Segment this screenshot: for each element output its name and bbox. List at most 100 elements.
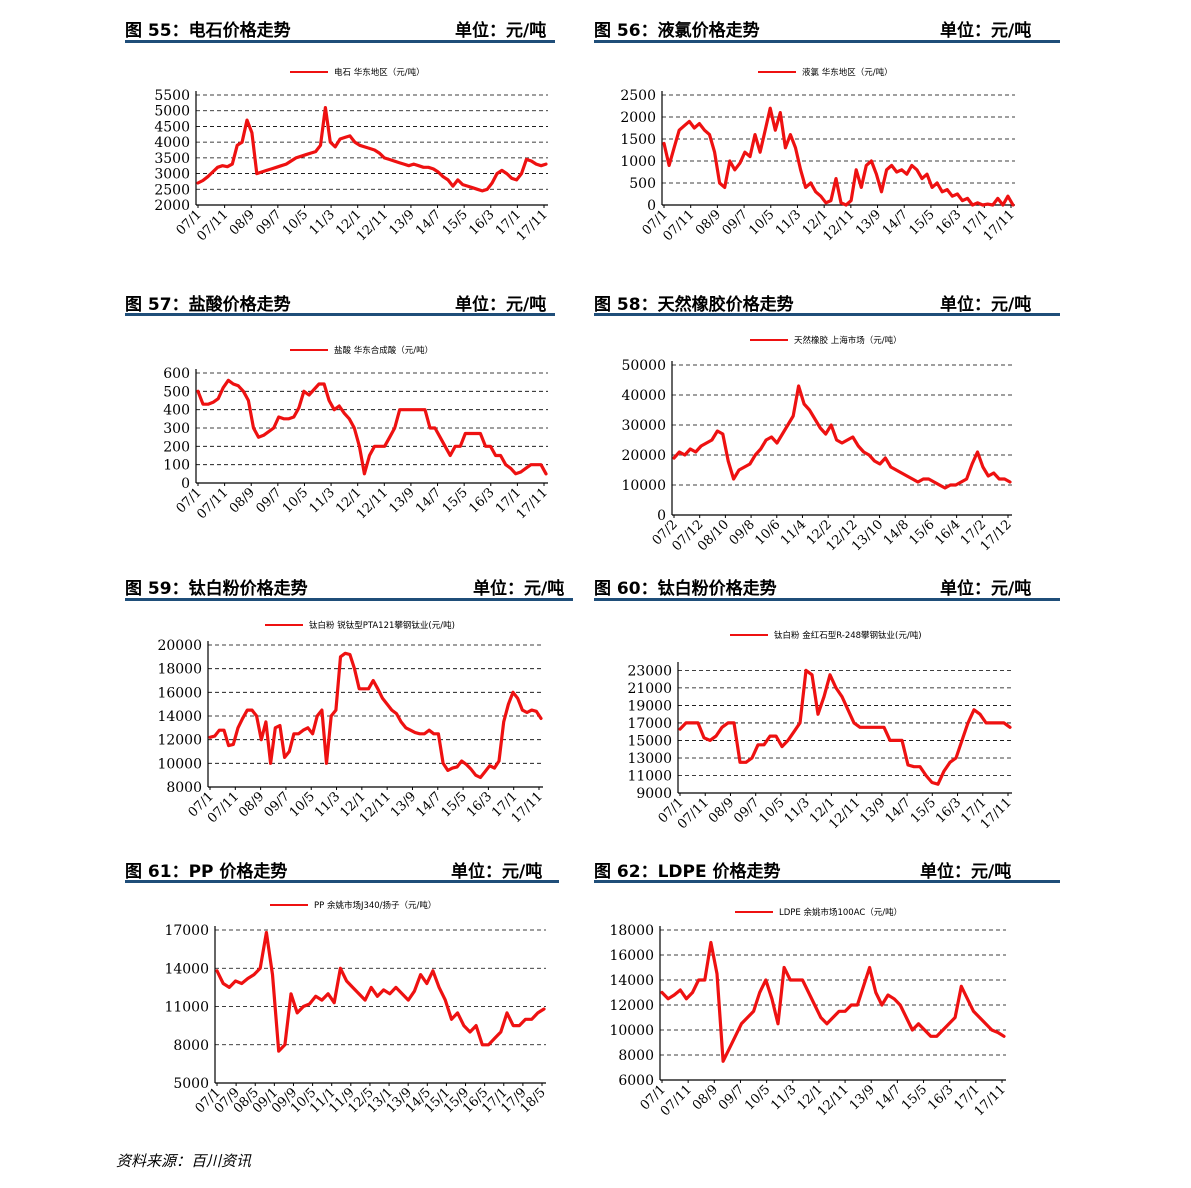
y-tick-label: 30000 bbox=[621, 418, 666, 434]
y-tick-label: 50000 bbox=[621, 358, 666, 374]
x-tick-label: 17/11 bbox=[514, 207, 551, 244]
y-tick-label: 17000 bbox=[627, 716, 672, 732]
y-tick-label: 500 bbox=[163, 384, 190, 400]
series-line bbox=[662, 106, 1015, 207]
figure-title: 图 58：天然橡胶价格走势 bbox=[594, 295, 794, 315]
x-tick-label: 09/7 bbox=[720, 207, 751, 238]
x-tick-label: 15/5 bbox=[908, 795, 939, 826]
x-tick-label: 16/3 bbox=[464, 789, 495, 820]
x-tick-label: 08/9 bbox=[227, 207, 258, 238]
y-tick-label: 17000 bbox=[164, 923, 209, 939]
legend-label: 天然橡胶 上海市场（元/吨） bbox=[794, 335, 902, 346]
y-tick-label: 15000 bbox=[627, 733, 672, 749]
figure-title: 图 62：LDPE 价格走势 bbox=[594, 862, 781, 882]
y-tick-label: 13000 bbox=[627, 751, 672, 767]
x-tick-label: 09/7 bbox=[253, 207, 284, 238]
x-tick-label: 12/11 bbox=[354, 485, 391, 522]
unit-label: 单位：元/吨 bbox=[940, 579, 1032, 599]
y-tick-label: 200 bbox=[163, 439, 190, 455]
x-tick-label: 09/7 bbox=[716, 1082, 747, 1113]
unit-label: 单位：元/吨 bbox=[451, 862, 543, 882]
series-line bbox=[678, 668, 1012, 786]
y-tick-label: 0 bbox=[657, 508, 666, 524]
y-tick-label: 500 bbox=[629, 176, 656, 192]
x-tick-label: 13/9 bbox=[853, 207, 884, 238]
y-tick-label: 9000 bbox=[636, 786, 672, 802]
x-tick-label: 10/5 bbox=[746, 207, 777, 238]
legend-label: 钛白粉 锐钛型PTA121攀钢钛业(元/吨) bbox=[309, 620, 455, 631]
x-tick-label: 16/4 bbox=[932, 517, 963, 548]
header-rule bbox=[125, 880, 559, 883]
figure-title: 图 55：电石价格走势 bbox=[125, 21, 291, 41]
x-tick-label: 11/3 bbox=[312, 789, 343, 820]
x-tick-label: 10/5 bbox=[287, 789, 318, 820]
y-tick-label: 5000 bbox=[173, 1076, 209, 1092]
x-tick-label: 16/3 bbox=[933, 795, 964, 826]
x-tick-label: 17/11 bbox=[514, 485, 551, 522]
x-tick-label: 15/5 bbox=[899, 1082, 930, 1113]
y-tick-label: 6000 bbox=[618, 1073, 654, 1089]
legend-label: PP 余姚市场J340/扬子（元/吨） bbox=[314, 900, 436, 911]
x-tick-label: 14/7 bbox=[883, 795, 914, 826]
x-tick-label: 07/11 bbox=[194, 207, 231, 244]
x-tick-label: 08/9 bbox=[706, 795, 737, 826]
series-line bbox=[208, 651, 543, 780]
x-tick-label: 14/7 bbox=[880, 207, 911, 238]
x-tick-label: 13/9 bbox=[857, 795, 888, 826]
y-tick-label: 5500 bbox=[154, 88, 190, 104]
legend-label: 电石 华东地区（元/吨） bbox=[334, 67, 425, 78]
x-tick-label: 11/3 bbox=[307, 485, 338, 516]
y-tick-label: 20000 bbox=[621, 448, 666, 464]
x-tick-label: 10/5 bbox=[742, 1082, 773, 1113]
figure-title: 图 60：钛白粉价格走势 bbox=[594, 579, 777, 599]
x-tick-label: 16/3 bbox=[466, 207, 497, 238]
unit-label: 单位：元/吨 bbox=[455, 295, 547, 315]
x-tick-label: 17/11 bbox=[981, 207, 1018, 244]
y-tick-label: 4500 bbox=[154, 119, 190, 135]
y-tick-label: 2500 bbox=[620, 88, 656, 104]
y-tick-label: 10000 bbox=[609, 1023, 654, 1039]
x-tick-label: 16/3 bbox=[466, 485, 497, 516]
x-tick-label: 09/8 bbox=[727, 517, 758, 548]
y-tick-label: 600 bbox=[163, 366, 190, 382]
y-tick-label: 4000 bbox=[154, 135, 190, 151]
y-tick-label: 400 bbox=[163, 403, 190, 419]
header-rule bbox=[594, 880, 1060, 883]
x-tick-label: 10/6 bbox=[752, 517, 783, 548]
header-rule bbox=[594, 40, 1060, 43]
x-tick-label: 13/9 bbox=[386, 207, 417, 238]
y-tick-label: 12000 bbox=[157, 733, 202, 749]
y-tick-label: 10000 bbox=[621, 478, 666, 494]
x-tick-label: 11/3 bbox=[768, 1082, 799, 1113]
x-tick-label: 12/11 bbox=[354, 207, 391, 244]
x-tick-label: 14/8 bbox=[881, 517, 912, 548]
y-tick-label: 5000 bbox=[154, 104, 190, 120]
chart-panel-4: 天然橡胶 上海市场（元/吨） 50000 40000 30000 20000 10000 0… bbox=[621, 335, 1014, 554]
x-tick-label: 11/4 bbox=[778, 517, 809, 548]
y-tick-label: 2500 bbox=[154, 182, 190, 198]
header-rule bbox=[594, 598, 1060, 601]
series-line bbox=[672, 384, 1012, 490]
x-tick-label: 11/3 bbox=[307, 207, 338, 238]
x-tick-label: 08/9 bbox=[690, 1082, 721, 1113]
series-line bbox=[196, 378, 548, 476]
chart-panel-1: 电石 华东地区（元/吨） 5500500045004000350030002500… bbox=[154, 67, 550, 244]
x-tick-label: 15/5 bbox=[440, 485, 471, 516]
y-tick-label: 14000 bbox=[157, 709, 202, 725]
y-tick-label: 40000 bbox=[621, 388, 666, 404]
figure-title: 图 56：液氯价格走势 bbox=[594, 21, 760, 41]
y-tick-label: 2000 bbox=[620, 110, 656, 126]
unit-label: 单位：元/吨 bbox=[940, 21, 1032, 41]
y-tick-label: 100 bbox=[163, 458, 190, 474]
y-tick-label: 16000 bbox=[609, 948, 654, 964]
header-rule bbox=[125, 313, 555, 316]
x-tick-label: 08/9 bbox=[227, 485, 258, 516]
y-tick-label: 16000 bbox=[157, 685, 202, 701]
chart-panel-2: 液氯 华东地区（元/吨）2500200015001000500007/107/1… bbox=[620, 67, 1017, 244]
chart-panel-5: 钛白粉 锐钛型PTA121攀钢钛业(元/吨) 20000 18000 16000 140… bbox=[157, 620, 545, 826]
figure-title: 图 59：钛白粉价格走势 bbox=[125, 579, 308, 599]
x-tick-label: 11/3 bbox=[773, 207, 804, 238]
header-rule bbox=[125, 40, 555, 43]
